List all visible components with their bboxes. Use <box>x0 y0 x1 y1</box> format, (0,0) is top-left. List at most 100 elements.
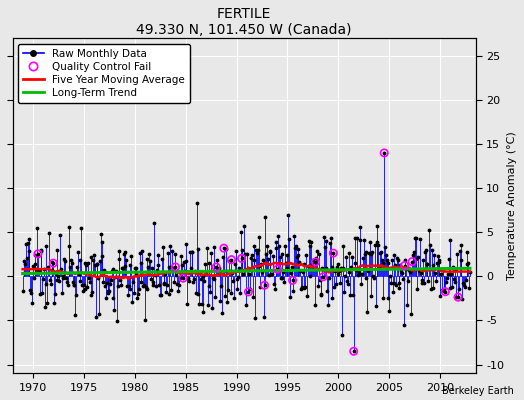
Point <box>262 250 270 257</box>
Point <box>136 250 144 256</box>
Point <box>154 251 162 258</box>
Title: FERTILE
49.330 N, 101.450 W (Canada): FERTILE 49.330 N, 101.450 W (Canada) <box>136 7 352 37</box>
Point <box>107 268 116 274</box>
Point <box>147 276 155 282</box>
Point <box>410 249 418 255</box>
Point <box>135 286 143 292</box>
Point <box>28 300 36 306</box>
Point <box>237 255 246 262</box>
Point <box>143 286 151 293</box>
Point <box>332 280 340 287</box>
Point <box>198 301 206 308</box>
Point <box>177 253 185 259</box>
Point <box>130 265 139 272</box>
Point <box>328 264 336 270</box>
Point <box>129 290 138 296</box>
Point <box>329 250 337 256</box>
Point <box>435 256 443 263</box>
Point <box>259 257 267 264</box>
Point <box>459 280 467 286</box>
Point <box>36 290 44 297</box>
Point <box>364 268 372 274</box>
Point <box>393 255 401 261</box>
Point <box>454 294 462 300</box>
Point <box>187 264 195 271</box>
Point <box>121 249 129 255</box>
Point <box>20 270 29 276</box>
Point <box>273 266 281 272</box>
Point <box>124 292 132 298</box>
Point <box>173 280 181 287</box>
Point <box>254 246 262 253</box>
Point <box>79 288 87 294</box>
Point <box>143 256 151 262</box>
Point <box>171 264 180 270</box>
Point <box>118 264 126 271</box>
Point <box>185 278 193 284</box>
Point <box>253 250 261 256</box>
Point <box>207 250 215 257</box>
Point <box>400 262 409 269</box>
Point <box>278 275 287 281</box>
Point <box>191 268 199 274</box>
Point <box>85 274 93 281</box>
Point <box>167 287 176 293</box>
Point <box>362 275 370 281</box>
Point <box>196 276 205 282</box>
Point <box>301 284 310 290</box>
Point <box>216 298 225 304</box>
Point <box>87 292 95 298</box>
Point <box>362 249 370 256</box>
Point <box>460 282 468 288</box>
Point <box>433 253 442 259</box>
Point <box>44 264 52 271</box>
Point <box>343 278 351 284</box>
Point <box>160 280 169 287</box>
Point <box>267 271 276 277</box>
Point <box>288 277 297 284</box>
Point <box>59 275 68 282</box>
Point <box>67 257 75 263</box>
Point <box>125 283 133 290</box>
Point <box>96 258 104 264</box>
Point <box>220 245 228 252</box>
Point <box>389 280 398 286</box>
Point <box>72 292 80 298</box>
Point <box>25 236 34 242</box>
Point <box>336 280 344 286</box>
Point <box>388 288 397 295</box>
Point <box>454 294 462 300</box>
Point <box>299 284 308 291</box>
Point <box>300 261 309 267</box>
Point <box>361 250 369 257</box>
Point <box>251 315 259 322</box>
Point <box>319 274 328 280</box>
Point <box>417 270 425 277</box>
Point <box>74 271 83 277</box>
Point <box>396 262 405 268</box>
Point <box>223 299 232 305</box>
Point <box>455 286 463 292</box>
Point <box>320 234 328 240</box>
Point <box>376 249 384 256</box>
Point <box>303 262 312 269</box>
Point <box>125 262 134 269</box>
Point <box>296 268 304 274</box>
Point <box>466 269 474 276</box>
Point <box>151 272 159 278</box>
Point <box>458 296 466 302</box>
Point <box>444 271 452 277</box>
Point <box>108 295 117 301</box>
Point <box>181 241 190 248</box>
Point <box>146 258 154 264</box>
Point <box>238 246 247 253</box>
Point <box>35 268 43 274</box>
Point <box>453 251 462 257</box>
Point <box>260 282 269 288</box>
Point <box>159 244 167 250</box>
Point <box>265 272 273 278</box>
Point <box>104 288 113 294</box>
Point <box>157 292 165 298</box>
Point <box>456 242 465 248</box>
Point <box>374 242 383 248</box>
